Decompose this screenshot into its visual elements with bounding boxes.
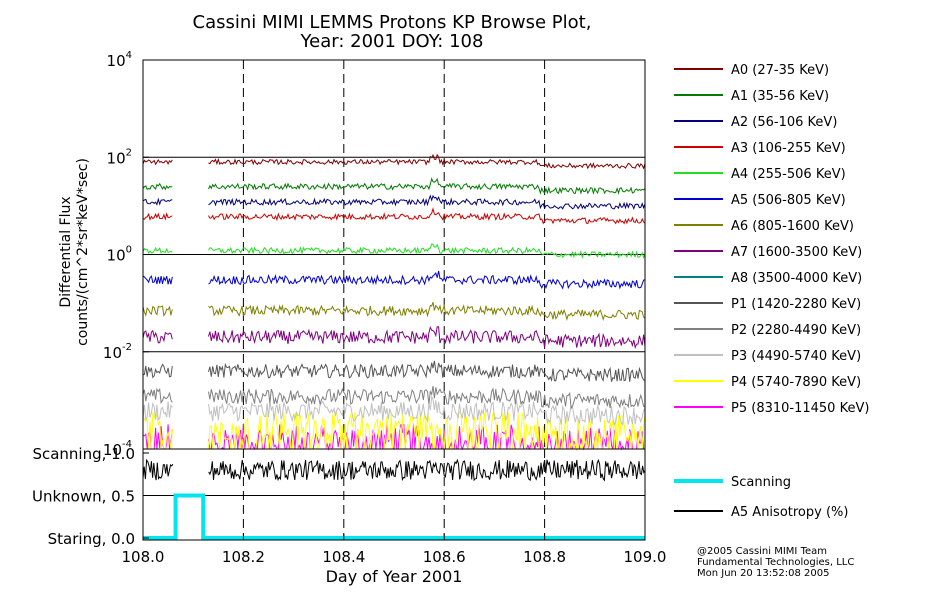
- flux-ytick-label-0: 104: [107, 50, 132, 70]
- series-line-a4-1: [208, 243, 646, 259]
- series-line-scanning: [143, 493, 645, 540]
- legend-label-a3: A3 (106-255 KeV): [731, 141, 846, 156]
- series-line-a2-0: [142, 197, 173, 206]
- footer-copyright: @2005 Cassini MIMI Team: [697, 546, 827, 557]
- legend-label-p2: P2 (2280-4490 KeV): [731, 323, 861, 338]
- flux-ytick-label-1: 102: [107, 147, 132, 167]
- flux-ytick-label-2: 100: [107, 245, 132, 265]
- series-line-a0-0: [142, 158, 173, 166]
- legend-label-a7: A7 (1600-3500 KeV): [731, 245, 862, 260]
- mode-ytick-label-2: Staring, 0.0: [48, 530, 135, 548]
- xtick-label-3: 108.6: [423, 548, 466, 566]
- xtick-label-0: 108.0: [122, 548, 165, 566]
- mode-ytick-label-1: Unknown, 0.5: [32, 488, 135, 506]
- flux-ytick-label-3: 10-2: [103, 342, 132, 362]
- legend-label-anisotropy: A5 Anisotropy (%): [731, 505, 848, 520]
- series-line-a3-0: [142, 212, 173, 221]
- series-line-a2-1: [208, 194, 646, 210]
- chart-title-line1: Cassini MIMI LEMMS Protons KP Browse Plo…: [193, 12, 592, 33]
- series-line-a0-1: [208, 153, 646, 170]
- legend-label-a8: A8 (3500-4000 KeV): [731, 271, 862, 286]
- mode-panel-frame: [142, 448, 646, 541]
- legend-label-a5: A5 (506-805 KeV): [731, 193, 846, 208]
- xtick-label-2: 108.4: [322, 548, 365, 566]
- legend-label-a1: A1 (35-56 KeV): [731, 89, 829, 104]
- legend-label-p3: P3 (4490-5740 KeV): [731, 349, 861, 364]
- mode-panel: Scanning, 1.0 Unknown, 0.5 Staring, 0.0: [32, 445, 646, 548]
- series-line-anisotropy-1: [208, 458, 646, 482]
- footer-timestamp: Mon Jun 20 13:52:08 2005: [697, 568, 830, 579]
- series-line-p4-0: [142, 411, 173, 450]
- legend-label-a6: A6 (805-1600 KeV): [731, 219, 854, 234]
- legend-label-a0: A0 (27-35 KeV): [731, 63, 829, 78]
- series-line-a4-0: [142, 246, 173, 255]
- legend-mode: Scanning A5 Anisotropy (%): [674, 475, 848, 520]
- legend-label-p5: P5 (8310-11450 KeV): [731, 401, 869, 416]
- series-line-a6-0: [142, 305, 173, 317]
- xtick-label-4: 108.8: [523, 548, 566, 566]
- series-line-anisotropy-0: [142, 458, 174, 481]
- series-line-p1-0: [142, 363, 173, 379]
- legend-flux: A0 (27-35 KeV) A1 (35-56 KeV) A2 (56-106 K…: [674, 63, 869, 416]
- footer-org: Fundamental Technologies, LLC: [697, 557, 854, 568]
- y-axis-label-line2: counts/(cm^2*sr*keV*sec): [75, 158, 91, 346]
- series-line-p2-0: [142, 387, 173, 405]
- series-line-a1-1: [208, 177, 646, 195]
- series-line-p3-0: [142, 401, 173, 421]
- series-line-p1-1: [208, 360, 646, 382]
- chart-title-line2: Year: 2001 DOY: 108: [300, 31, 484, 52]
- flux-panel: 104 102 100 10-2 10-4: [103, 50, 646, 459]
- x-axis-label: Day of Year 2001: [326, 567, 463, 586]
- series-line-a5-1: [208, 270, 646, 290]
- xtick-label-1: 108.2: [222, 548, 265, 566]
- legend-label-a2: A2 (56-106 KeV): [731, 115, 837, 130]
- xtick-label-5: 109.0: [624, 548, 667, 566]
- series-line-a6-1: [208, 302, 646, 321]
- series-line-p4-1: [208, 410, 646, 450]
- y-axis-label-line1: Differential Flux: [58, 196, 74, 307]
- flux-ytick-label-4: 10-4: [103, 439, 132, 459]
- series-line-a7-1: [208, 325, 646, 350]
- series-line-a5-0: [142, 275, 173, 285]
- series-line-a3-1: [208, 207, 646, 225]
- legend-label-a4: A4 (255-506 KeV): [731, 167, 846, 182]
- legend-label-p4: P4 (5740-7890 KeV): [731, 375, 861, 390]
- series-line-a7-0: [142, 329, 173, 344]
- mode-ytick-label-0: Scanning, 1.0: [32, 445, 135, 463]
- legend-label-p1: P1 (1420-2280 KeV): [731, 297, 861, 312]
- series-line-a1-0: [142, 182, 173, 191]
- series-line-p2-1: [208, 385, 646, 410]
- legend-label-scanning: Scanning: [731, 475, 791, 490]
